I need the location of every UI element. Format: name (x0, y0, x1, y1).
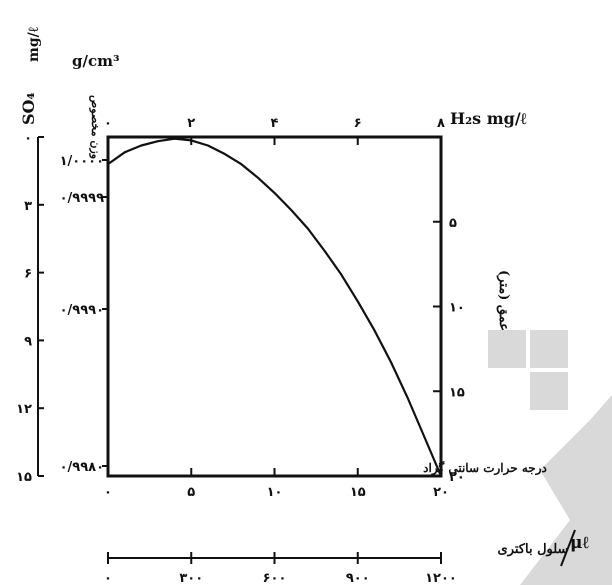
so4-tick-label: ۹ (24, 334, 32, 349)
x-top-tick-label: ۶ (354, 116, 362, 131)
density-tick-label: ۰/۹۹۹۹ (60, 191, 104, 206)
density-tick-label: ۱/۰۰۰۰ (60, 154, 104, 169)
plot-frame (106, 135, 443, 478)
bacteria-unit-label: μℓ (570, 533, 589, 553)
so4-tick-label: ۰ (24, 131, 32, 146)
bacteria-tick-label: ۱۲۰۰ (425, 571, 457, 585)
watermark (488, 330, 612, 585)
so4-unit-label: mg/ℓ (26, 26, 42, 62)
bacteria-axis-label: سلول باکتری (498, 542, 569, 557)
x-top-tick-label: ۴ (271, 116, 279, 131)
density-tick-label: ۰/۹۹۹۰ (60, 303, 104, 318)
h2s-axis-label: H₂s mg/ℓ (450, 109, 528, 128)
temperature-axis-label: درجه حرارت سانتی گراد (423, 460, 547, 476)
x-bottom-tick-label: ۰ (104, 485, 112, 500)
density-tick-label: ۰/۹۹۸۰ (60, 460, 104, 475)
series-line (107, 137, 443, 477)
y-right-tick-label: ۲۰ (449, 470, 465, 485)
so4-tick-label: ۳ (24, 199, 32, 214)
bacteria-tick-label: ۳۰۰ (179, 571, 203, 585)
x-top-tick-label: ۲ (187, 116, 195, 131)
so4-tick-label: ۶ (24, 267, 32, 282)
x-bottom-tick-label: ۲۰ (433, 485, 449, 500)
density-axis-label: وزن مخصوص (89, 95, 102, 159)
bacteria-tick-label: ۰ (104, 571, 112, 585)
x-bottom-tick-label: ۱۰ (267, 485, 283, 500)
x-top-tick-label: ۰ (104, 116, 112, 131)
so4-tick-label: ۱۵ (16, 470, 32, 485)
bacteria-tick-label: ۹۰۰ (346, 571, 370, 585)
density-unit-label: g/cm³ (72, 52, 120, 70)
depth-axis-label: عمق (متر) (496, 270, 511, 331)
bacteria-unit-slash (560, 529, 576, 567)
so4-axis-label: SO₄ (19, 93, 38, 126)
y-right-tick-label: ۱۵ (449, 385, 465, 400)
so4-tick-label: ۱۲ (16, 402, 32, 417)
x-top-tick-label: ۸ (437, 116, 445, 131)
x-bottom-tick-label: ۵ (187, 485, 195, 500)
bacteria-tick-label: ۶۰۰ (263, 571, 287, 585)
x-bottom-tick-label: ۱۵ (350, 485, 366, 500)
y-right-tick-label: ۱۰ (449, 301, 465, 316)
y-right-tick-label: ۵ (449, 216, 457, 231)
